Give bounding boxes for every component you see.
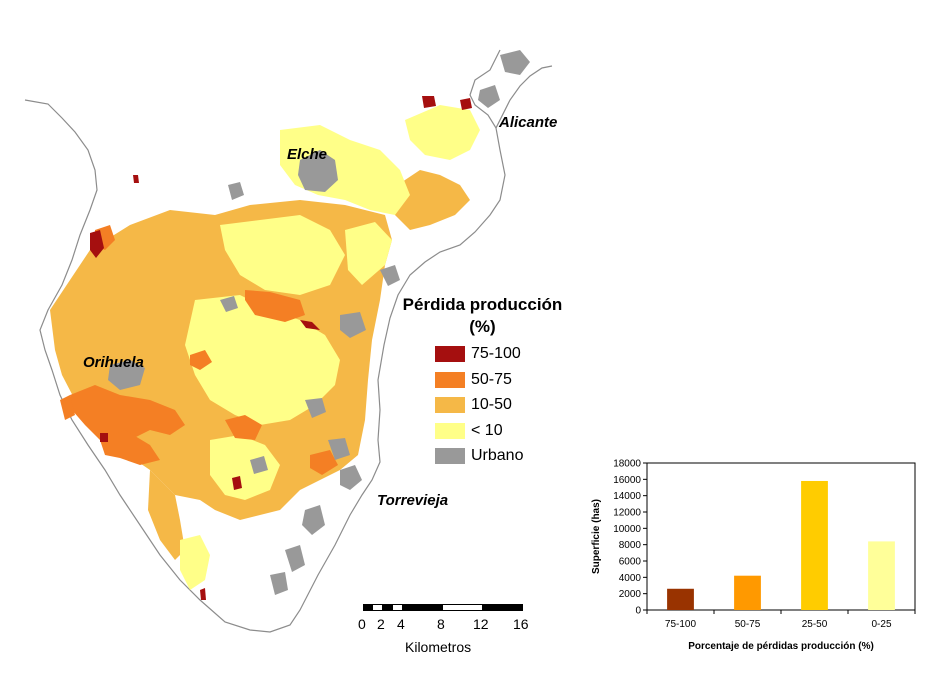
loss-75-100-areas [90, 96, 472, 600]
y-tick-label: 16000 [613, 475, 641, 486]
x-tick-label: 50-75 [735, 619, 761, 630]
y-tick-label: 18000 [613, 459, 641, 470]
scale-tick: 8 [437, 616, 445, 632]
bar-25-50 [801, 480, 828, 610]
scale-tick: 12 [473, 616, 489, 632]
legend-swatch [435, 372, 465, 388]
legend-title-line2: (%) [469, 317, 496, 336]
y-tick-label: 12000 [613, 508, 641, 519]
y-tick-label: 6000 [619, 557, 642, 568]
scale-tick: 0 [358, 616, 366, 632]
legend-title-line1: Pérdida producción [402, 295, 563, 314]
y-tick-label: 14000 [613, 491, 641, 502]
loss-50-75-areas [60, 225, 338, 475]
legend-label: 75-100 [471, 345, 521, 362]
city-label-orihuela: Orihuela [83, 354, 144, 371]
y-axis-label: Superficie (has) [591, 499, 602, 574]
y-tick-label: 4000 [619, 573, 642, 584]
y-tick-label: 2000 [619, 589, 642, 600]
legend-swatch [435, 448, 465, 464]
urban-areas [108, 50, 530, 595]
x-tick-label: 75-100 [665, 619, 697, 630]
legend-label: Urbano [471, 447, 524, 464]
scale-tick: 16 [513, 616, 529, 632]
scale-tick: 2 [377, 616, 385, 632]
city-label-alicante: Alicante [499, 114, 558, 131]
bar-75-100 [667, 588, 694, 610]
scale-bar: 0 2 4 8 12 16 Kilometros [355, 600, 545, 660]
bar-50-75 [734, 575, 761, 610]
legend-swatch [435, 397, 465, 413]
coastline [24, 49, 553, 633]
y-tick-label: 8000 [619, 540, 642, 551]
legend-title: Pérdida producción (%) [395, 294, 570, 338]
x-tick-label: 0-25 [871, 619, 891, 630]
scale-tick: 4 [397, 616, 405, 632]
legend-swatch [435, 423, 465, 439]
city-label-torrevieja: Torrevieja [377, 492, 449, 509]
legend-label: 10-50 [471, 396, 512, 413]
map-legend: Pérdida producción (%) 75-100 50-75 10-5… [395, 294, 575, 464]
x-tick-label: 25-50 [802, 619, 828, 630]
loss-bar-chart: 0 2000 4000 6000 8000 10000 12000 14000 16000 180… [591, 459, 916, 652]
y-tick-label: 0 [635, 606, 641, 617]
bar-0-25 [868, 541, 895, 610]
legend-swatch [435, 346, 465, 362]
scale-unit-label: Kilometros [405, 639, 472, 655]
legend-label: 50-75 [471, 371, 512, 388]
scale-bar-graphic [363, 604, 523, 611]
x-axis-label: Porcentaje de pérdidas producción (%) [688, 641, 874, 652]
city-label-elche: Elche [287, 146, 328, 163]
y-tick-label: 10000 [613, 524, 641, 535]
legend-label: < 10 [471, 422, 503, 439]
loss-0-10-areas [180, 105, 480, 590]
